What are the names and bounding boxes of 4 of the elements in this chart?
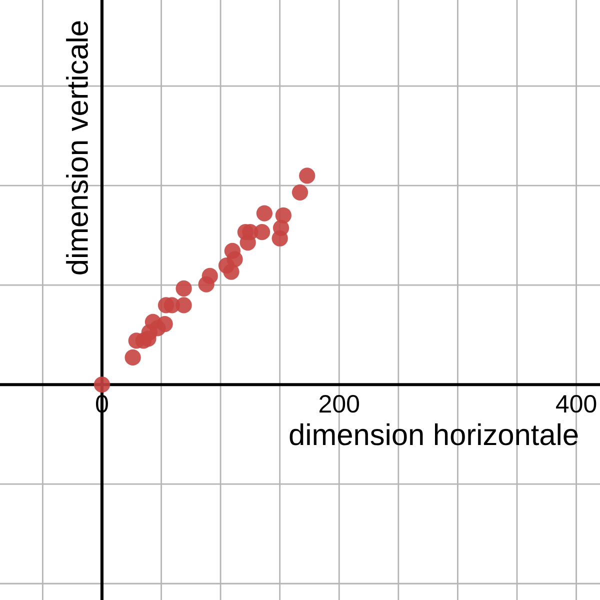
y-axis-title: dimension verticale — [66, 21, 88, 274]
x-tick-label: 200 — [320, 394, 360, 413]
x-axis-title: dimension horizontale — [290, 423, 578, 446]
x-tick-label: 400 — [556, 394, 596, 413]
